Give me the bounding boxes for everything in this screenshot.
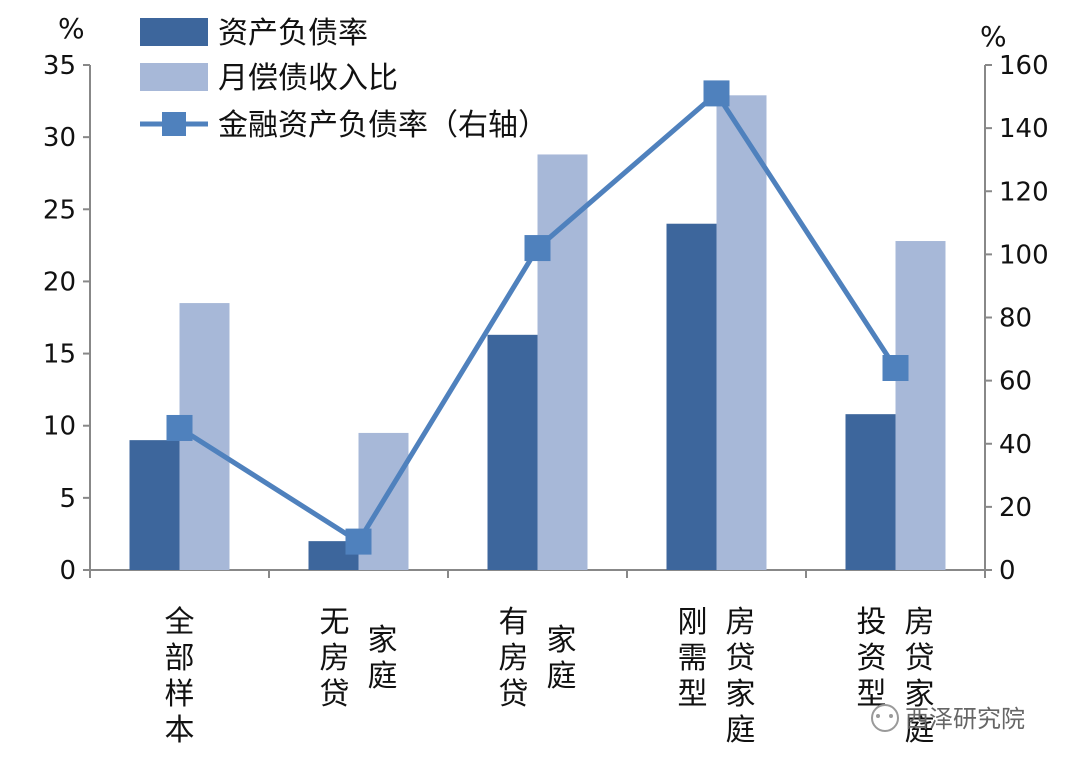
bar	[845, 414, 896, 570]
y-right-tick-label: 60	[999, 367, 1032, 397]
legend-marker	[162, 112, 186, 136]
y-right-tick-label: 160	[999, 51, 1049, 81]
bar	[895, 241, 946, 570]
y-left-tick-label: 25	[43, 195, 76, 225]
category-label: 无房贷	[320, 605, 350, 712]
watermark-text: 西泽研究院	[905, 705, 1025, 733]
line-point	[345, 528, 372, 555]
line-point	[166, 414, 193, 441]
bar	[487, 334, 538, 570]
y-right-tick-label: 20	[999, 493, 1032, 523]
bar	[666, 223, 717, 570]
category-label: 刚需型	[678, 605, 708, 712]
y-left-tick-label: 15	[43, 340, 76, 370]
y-left-tick-label: 30	[43, 123, 76, 153]
bar	[716, 95, 767, 571]
legend-label: 金融资产负债率（右轴）	[218, 108, 548, 143]
axes: 0 5 10 15 20 25 30 35 0 20 40 60 80 100 120 140 160%%	[43, 12, 1049, 586]
y-right-unit: %	[980, 20, 1007, 53]
y-right-tick-label: 100	[999, 240, 1049, 270]
bar	[537, 154, 588, 570]
legend-label: 资产负债率	[218, 16, 368, 51]
category-label: 家庭	[368, 623, 398, 694]
line-point	[703, 80, 730, 107]
legend-swatch	[140, 18, 208, 46]
y-left-tick-label: 20	[43, 267, 76, 297]
category-label: 房贷家庭	[905, 605, 935, 748]
legend-swatch	[140, 63, 208, 91]
bar	[129, 440, 180, 570]
y-left-unit: %	[58, 12, 85, 45]
category-label: 房贷家庭	[726, 605, 756, 748]
y-right-tick-label: 120	[999, 177, 1049, 207]
legend-label: 月偿债收入比	[218, 61, 398, 96]
category-label: 投资型	[857, 605, 887, 712]
category-label: 家庭	[547, 623, 577, 694]
category-label: 全部样本	[165, 605, 195, 748]
y-left-tick-label: 10	[43, 412, 76, 442]
bars	[129, 95, 946, 571]
wechat-icon-dot	[876, 714, 880, 718]
y-left-tick-label: 35	[43, 51, 76, 81]
line-point	[882, 355, 909, 381]
y-right-tick-label: 140	[999, 114, 1049, 144]
y-right-tick-label: 0	[999, 556, 1016, 586]
y-left-tick-label: 0	[59, 556, 76, 586]
category-label: 有房贷	[499, 605, 529, 712]
watermark: 西泽研究院	[871, 704, 1025, 733]
line-point	[524, 235, 551, 262]
y-left-tick-label: 5	[59, 484, 76, 514]
wechat-icon	[871, 704, 899, 732]
y-right-tick-label: 80	[999, 304, 1032, 334]
wechat-icon-dot	[889, 714, 893, 718]
line-series	[166, 80, 909, 555]
y-right-tick-label: 40	[999, 430, 1032, 460]
